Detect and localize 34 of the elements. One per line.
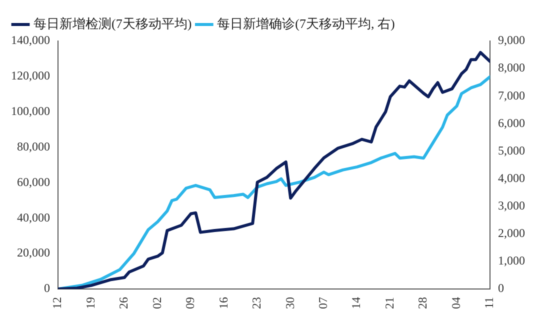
x-tick-label: 12 xyxy=(50,297,64,309)
y2-tick-label: 4,000 xyxy=(498,170,525,185)
y-tick-label: 20,000 xyxy=(17,246,50,260)
y2-tick-label: 1,000 xyxy=(498,254,525,268)
legend-label: 每日新增检测(7天移动平均) xyxy=(34,16,192,31)
x-tick-label: 16 xyxy=(216,297,230,309)
y-tick-label: 120,000 xyxy=(11,68,50,83)
y2-tick-label: 9,000 xyxy=(498,33,525,48)
y2-tick-label: 6,000 xyxy=(498,116,525,130)
x-tick-label: 07 xyxy=(316,297,330,309)
x-tick-label: 28 xyxy=(416,297,430,309)
x-tick-label: 26 xyxy=(116,297,131,309)
y2-tick-label: 3,000 xyxy=(498,198,525,212)
y-tick-label: 100,000 xyxy=(11,104,50,118)
y2-tick-label: 7,000 xyxy=(498,88,525,102)
x-tick-label: 04 xyxy=(448,297,463,309)
y-tick-label: 40,000 xyxy=(17,210,50,224)
y-tick-label: 140,000 xyxy=(11,33,50,48)
y-tick-label: 0 xyxy=(44,281,50,296)
y2-tick-label: 8,000 xyxy=(498,60,525,75)
x-tick-label: 23 xyxy=(250,297,264,309)
x-tick-label: 09 xyxy=(183,297,198,309)
y-tick-label: 60,000 xyxy=(17,174,50,189)
x-tick-label: 11 xyxy=(482,297,496,309)
x-tick-label: 14 xyxy=(349,297,364,309)
y2-tick-label: 5,000 xyxy=(498,143,525,158)
y-tick-label: 80,000 xyxy=(17,139,50,154)
x-tick-label: 30 xyxy=(282,297,297,309)
x-tick-label: 19 xyxy=(83,297,98,309)
y2-tick-label: 0 xyxy=(498,281,504,296)
x-tick-label: 21 xyxy=(382,297,396,309)
x-tick-label: 02 xyxy=(150,297,164,309)
y2-tick-label: 2,000 xyxy=(498,226,525,240)
legend-label: 每日新增确诊(7天移动平均, 右) xyxy=(217,16,395,31)
